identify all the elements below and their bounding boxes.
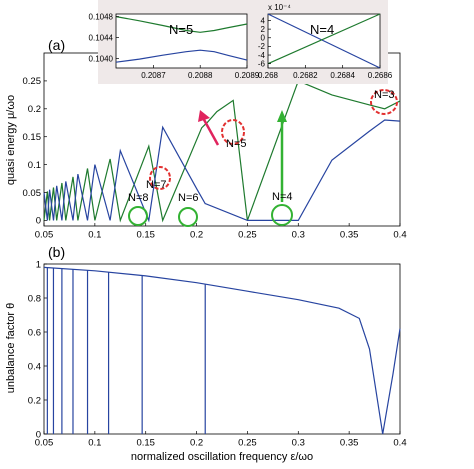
inset-n4-xtick-label: 0.2684 xyxy=(330,71,355,80)
plot-b-ytick-label: 0.6 xyxy=(28,327,41,338)
plot-a-xtick-label: 0.1 xyxy=(88,230,101,241)
plot-b-series-blue-line xyxy=(43,266,401,435)
arrowhead-n4 xyxy=(277,110,287,122)
plot-a-xtick-label: 0.15 xyxy=(136,230,155,241)
arrow-n5 xyxy=(200,115,220,146)
plot-a-markers xyxy=(128,89,398,227)
plot-b-xtick-label: 0.35 xyxy=(340,438,359,449)
inset-n5-ytick-label: 0.1040 xyxy=(89,54,114,63)
inset-n4-ytick-label: -2 xyxy=(258,42,266,51)
inset-n4-ytick-label: 0 xyxy=(261,34,266,43)
plot-b-ytick-label: 0 xyxy=(36,429,41,440)
inset-n4-xtick-label: 0.2686 xyxy=(368,71,393,80)
inset-n4-series-blue-line xyxy=(267,13,381,69)
dashed-ellipse-n7 xyxy=(149,166,171,190)
plot-a-ytick-label: 0.15 xyxy=(23,132,42,143)
plot-b-ytick-label: 1 xyxy=(36,259,41,270)
plot-b-yticks: 0 0.2 0.4 0.6 0.8 1 xyxy=(28,259,47,440)
plot-a-ytick-label: 0.05 xyxy=(23,188,42,199)
inset-n5-xtick-label: 0.2088 xyxy=(188,71,213,80)
plot-b-xtick-label: 0.3 xyxy=(292,438,305,449)
plot-b-xlabel: normalized oscillation frequency ε/ωo xyxy=(131,451,313,463)
inset-n5: 0.2087 0.2088 0.2089 0.1040 0.1044 0.1048 N=… xyxy=(89,12,260,80)
inset-n5-label: N=5 xyxy=(169,22,193,37)
inset-n4-xtick-label: 0.2682 xyxy=(293,71,318,80)
plot-a-yticks: 0 0.05 0.1 0.15 0.2 0.25 xyxy=(23,76,47,227)
plot-a-series-green-line xyxy=(43,80,401,223)
panel-a-label: (a) xyxy=(48,37,65,53)
annot-n7: N=7 xyxy=(146,179,167,191)
inset-n5-series-green-line xyxy=(115,16,248,33)
plot-b-xtick-label: 0.1 xyxy=(88,438,101,449)
plot-a-series-blue-line xyxy=(43,119,401,223)
plot-a-xticks: 0.05 0.1 0.15 0.2 0.25 0.3 0.35 0.4 xyxy=(35,223,407,241)
circle-n4 xyxy=(271,204,293,226)
plot-b-xtick-label: 0.25 xyxy=(238,438,257,449)
plot-b-ylabel: unbalance factor θ xyxy=(5,303,17,394)
plot-b-ytick-label: 0.4 xyxy=(28,361,41,372)
inset-n4-xticks: 0.268 0.2682 0.2684 0.2686 xyxy=(258,65,393,80)
inset-n5-xticks: 0.2087 0.2088 0.2089 xyxy=(141,65,260,80)
plot-a-xtick-label: 0.4 xyxy=(393,230,406,241)
panel-b-label: (b) xyxy=(48,244,65,260)
inset-n4-ytick-label: -4 xyxy=(258,51,266,60)
inset-n4-series xyxy=(267,13,381,69)
dashed-ellipse-n5 xyxy=(221,119,245,145)
plot-b-xtick-label: 0.05 xyxy=(35,438,54,449)
inset-n4: 0.268 0.2682 0.2684 0.2686 420-2-4-6 x 10⁻⁴… xyxy=(258,3,393,80)
annot-n4: N=4 xyxy=(272,191,293,203)
plot-b-frame xyxy=(43,263,401,435)
circle-n6 xyxy=(178,207,198,227)
inset-n4-xtick-label: 0.268 xyxy=(258,71,279,80)
plot-a-xtick-label: 0.2 xyxy=(190,230,203,241)
plot-a-xtick-label: 0.35 xyxy=(340,230,359,241)
plot-a-ytick-label: 0.1 xyxy=(28,160,41,171)
inset-n5-series xyxy=(115,16,248,63)
annot-n6: N=6 xyxy=(178,192,199,204)
plot-b-xticks: 0.05 0.1 0.15 0.2 0.25 0.3 0.35 0.4 xyxy=(35,431,407,449)
inset-n4-series-green-line xyxy=(267,13,381,65)
plot-a-ytick-label: 0 xyxy=(36,216,41,227)
annot-n8: N=8 xyxy=(128,192,149,204)
inset-n4-label: N=4 xyxy=(310,22,334,37)
inset-n5-series-blue-line xyxy=(115,49,248,63)
arrowhead-n5 xyxy=(198,110,210,122)
annot-n3: N=3 xyxy=(374,89,395,101)
plot-a-xtick-label: 0.25 xyxy=(238,230,257,241)
dashed-ellipse-n3 xyxy=(370,89,398,115)
plot-b-ytick-label: 0.8 xyxy=(28,293,41,304)
inset-n4-ytick-label: -6 xyxy=(258,59,266,68)
plot-a-ylabel: quasi energy μ/ωo xyxy=(5,95,17,185)
circle-n8 xyxy=(128,206,148,226)
inset-n5-yticks: 0.1040 0.1044 0.1048 xyxy=(89,12,119,63)
inset-n4-exponent: x 10⁻⁴ xyxy=(268,3,291,12)
plot-a-xtick-label: 0.3 xyxy=(292,230,305,241)
inset-n5-ytick-label: 0.1048 xyxy=(89,12,114,21)
annot-n5: N=5 xyxy=(226,138,247,150)
plot-a-ytick-label: 0.25 xyxy=(23,76,42,87)
inset-n5-xtick-label: 0.2089 xyxy=(235,71,260,80)
inset-n4-ytick-label: 2 xyxy=(261,25,266,34)
inset-n5-xtick-label: 0.2087 xyxy=(141,71,166,80)
inset-n5-ytick-label: 0.1044 xyxy=(89,33,114,42)
plot-b-ytick-label: 0.2 xyxy=(28,395,41,406)
plot-a-series xyxy=(43,80,401,223)
plot-b-xtick-label: 0.4 xyxy=(393,438,406,449)
plot-b-xtick-label: 0.15 xyxy=(136,438,155,449)
plot-b-xtick-label: 0.2 xyxy=(190,438,203,449)
plot-a-ytick-label: 0.2 xyxy=(28,104,41,115)
inset-n4-ytick-label: 4 xyxy=(261,16,266,25)
panel-b: (b) 0.05 0.1 0.15 0.2 0.25 0.3 0.35 0.4 0 0.2 0.4… xyxy=(5,244,407,463)
plot-b-series xyxy=(43,266,401,435)
plot-a-xtick-label: 0.05 xyxy=(35,230,54,241)
inset-n4-yticks: 420-2-4-6 xyxy=(258,16,271,68)
